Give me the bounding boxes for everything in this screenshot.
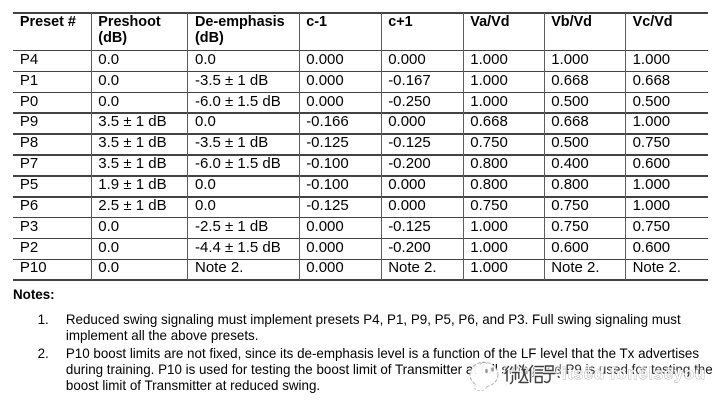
svg-text:itsëd fonëlsëyoü: itsëd fonëlsëyoü [562, 364, 706, 383]
